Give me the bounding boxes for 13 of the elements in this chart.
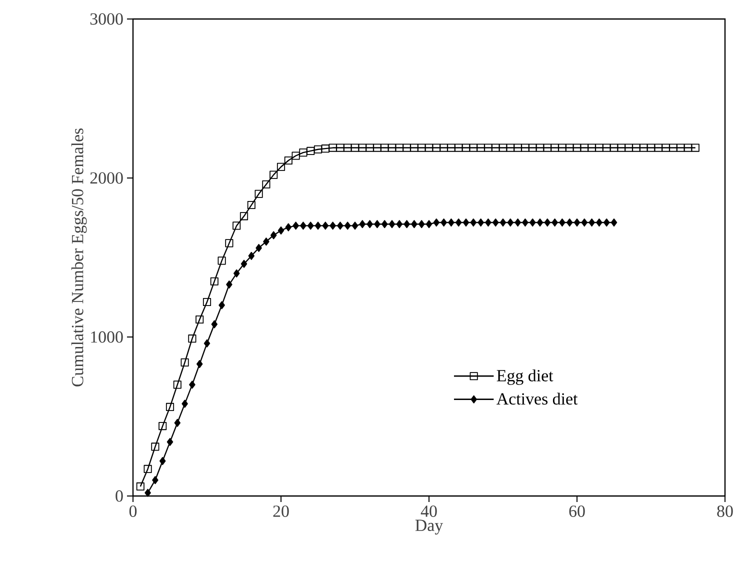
x-tick-label: 40 <box>420 506 437 517</box>
x-axis-title: Day <box>415 520 444 535</box>
y-axis-title: Cumulative Number Eggs/50 Females <box>71 128 87 386</box>
y-tick-label: 2000 <box>90 172 123 184</box>
y-tick-label: 0 <box>116 490 123 502</box>
legend-label: Actives diet <box>496 392 578 405</box>
x-tick-label: 0 <box>129 506 137 517</box>
x-tick-label: 20 <box>273 506 289 517</box>
y-tick-label: 3000 <box>90 13 123 25</box>
y-tick-label: 1000 <box>91 331 123 343</box>
x-tick-label: 60 <box>569 506 585 517</box>
x-tick-label: 80 <box>717 506 733 517</box>
legend-label: Egg diet <box>496 369 554 385</box>
